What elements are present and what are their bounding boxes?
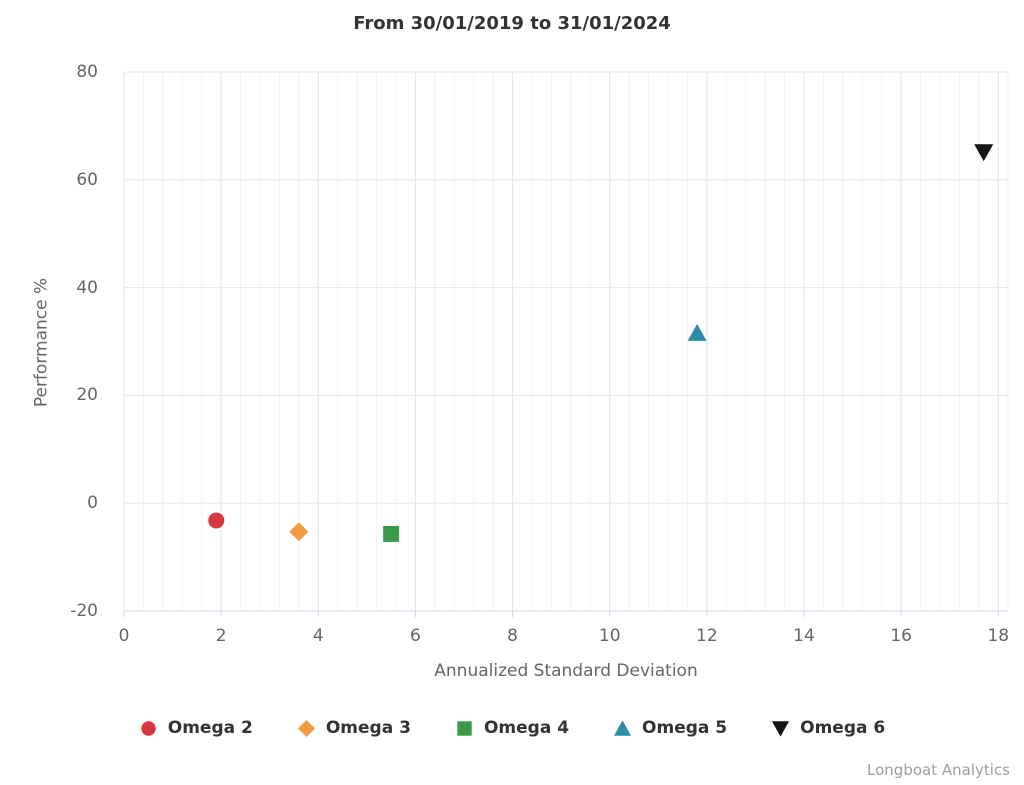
legend: Omega 2 Omega 3 Omega 4 Omega 5 Omega 6 [0,718,1024,738]
y-tick-label--20: -20 [70,601,98,621]
x-axis-title: Annualized Standard Deviation [434,661,698,681]
x-tick-label-10: 10 [598,626,621,646]
x-tick-label-2: 2 [215,626,227,646]
y-tick-label-60: 60 [76,169,98,190]
chart-title: From 30/01/2019 to 31/01/2024 [353,13,671,34]
legend-marker-omega-5 [613,719,632,736]
y-tick-label-0: 0 [87,493,98,514]
legend-label-omega-6: Omega 6 [800,718,886,738]
data-point-omega-3[interactable] [289,522,309,542]
legend-label-omega-3: Omega 3 [325,718,411,738]
x-tick-label-12: 12 [696,626,718,646]
legend-label-omega-5: Omega 5 [642,718,728,738]
legend-item-omega-2[interactable]: Omega 2 [139,718,253,738]
x-tick-label-14: 14 [793,626,815,646]
y-tick-label-80: 80 [76,62,98,82]
credits-label[interactable]: Longboat Analytics [867,761,1010,779]
y-tick-label-20: 20 [76,385,98,406]
y-tick-label-40: 40 [76,277,98,298]
legend-marker-omega-4 [457,720,472,736]
triangle-up-icon [613,719,632,736]
data-point-omega-2[interactable] [208,512,225,529]
diamond-icon [297,719,315,737]
legend-item-omega-4[interactable]: Omega 4 [455,718,569,738]
data-point-omega-6[interactable] [974,144,994,162]
legend-item-omega-6[interactable]: Omega 6 [771,718,885,738]
x-tick-label-0: 0 [118,626,130,646]
legend-item-omega-3[interactable]: Omega 3 [297,718,411,738]
x-tick-label-16: 16 [890,626,912,646]
x-tick-label-6: 6 [410,626,421,646]
legend-label-omega-4: Omega 4 [483,718,570,738]
legend-label-omega-2: Omega 2 [167,718,253,738]
triangle-down-icon [772,720,790,737]
square-icon [457,720,472,736]
legend-marker-omega-3 [297,719,315,737]
circle-icon [141,720,156,736]
y-axis-title: Performance % [31,277,52,408]
legend-item-omega-5[interactable]: Omega 5 [613,718,727,738]
data-point-omega-4[interactable] [383,525,400,542]
legend-marker-omega-6 [772,720,790,737]
x-tick-label-18: 18 [987,626,1010,646]
data-point-omega-5[interactable] [687,323,707,341]
legend-marker-omega-2 [141,720,156,736]
x-tick-label-8: 8 [507,626,518,646]
x-tick-label-4: 4 [312,626,324,646]
